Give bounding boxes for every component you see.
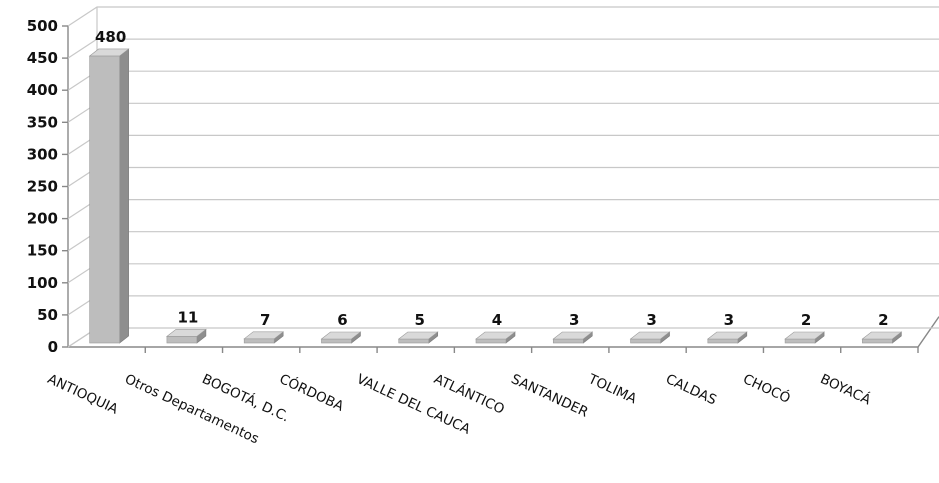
gridline	[67, 199, 939, 220]
bar	[397, 331, 439, 344]
category-label: CHOCÓ	[740, 369, 793, 407]
bar-front	[475, 338, 507, 344]
gridline	[67, 6, 939, 27]
bar-top	[784, 331, 825, 340]
y-tick-label: 0	[48, 338, 58, 356]
bar	[320, 331, 362, 344]
bar	[784, 331, 825, 344]
category-label: TOLIMA	[585, 371, 640, 408]
bar-side	[119, 48, 129, 344]
data-label: 3	[569, 311, 579, 329]
bar-top	[706, 331, 748, 340]
category-label: ANTIOQUIA	[45, 371, 121, 418]
bar-top	[166, 329, 207, 337]
bar-top	[552, 331, 594, 340]
y-tick-label: 250	[27, 178, 58, 196]
data-label: 2	[878, 311, 888, 329]
data-label: 2	[801, 311, 811, 329]
bar-front	[243, 338, 275, 344]
data-label: 3	[646, 311, 656, 329]
bar-top	[88, 48, 130, 57]
gridline	[67, 134, 939, 155]
y-tick-label: 450	[27, 49, 58, 67]
category-label: SANTANDER	[509, 371, 591, 421]
bar	[629, 331, 671, 344]
y-tick-label: 200	[27, 210, 58, 228]
gridline	[67, 231, 939, 252]
bar-front	[89, 55, 120, 344]
data-label: 480	[95, 28, 126, 46]
bar-top	[243, 331, 285, 340]
bar-front	[166, 336, 198, 344]
bar	[243, 331, 285, 344]
bar-top	[475, 331, 516, 340]
bar-front	[552, 338, 584, 344]
y-tick-label: 100	[27, 274, 58, 292]
gridline	[67, 38, 939, 59]
bar-top	[629, 331, 671, 340]
bar-top	[861, 331, 903, 340]
y-tick-label: 400	[27, 81, 58, 99]
bar-front	[862, 338, 893, 344]
category-label: Otros Departamentos	[122, 371, 261, 447]
y-tick-label: 150	[27, 242, 58, 260]
data-label: 6	[337, 311, 347, 329]
bar-front	[784, 338, 816, 344]
data-labels: 480 11 7 6 5 4 3 3 3 2 2	[95, 28, 889, 329]
gridline	[67, 102, 939, 123]
category-label: CALDAS	[663, 371, 719, 408]
gridline	[67, 70, 939, 91]
bars	[88, 48, 903, 344]
bar	[475, 331, 516, 344]
bar-front	[398, 338, 430, 344]
bar-front	[321, 338, 352, 344]
bar	[861, 331, 903, 344]
y-axis-ticks: 0 50 100 150 200 250 300 350 400 450 500	[27, 17, 68, 356]
y-tick-label: 300	[27, 145, 58, 163]
data-label: 7	[260, 311, 270, 329]
bar-top	[397, 331, 439, 340]
gridlines	[67, 6, 939, 348]
category-label: BOYACÁ	[818, 370, 875, 408]
y-tick-label: 50	[37, 306, 58, 324]
gridline	[67, 263, 939, 284]
bar-front	[630, 338, 661, 344]
bar-top	[320, 331, 362, 340]
y-tick-label: 500	[27, 17, 58, 35]
bar	[88, 48, 130, 344]
bar	[552, 331, 594, 344]
data-label: 11	[177, 308, 198, 326]
data-label: 3	[724, 311, 734, 329]
bar	[706, 331, 748, 344]
gridline	[67, 166, 939, 188]
y-tick-label: 350	[27, 113, 58, 131]
data-label: 4	[492, 311, 502, 329]
data-label: 5	[415, 311, 425, 329]
bar-front	[707, 338, 739, 344]
bar	[166, 328, 207, 344]
